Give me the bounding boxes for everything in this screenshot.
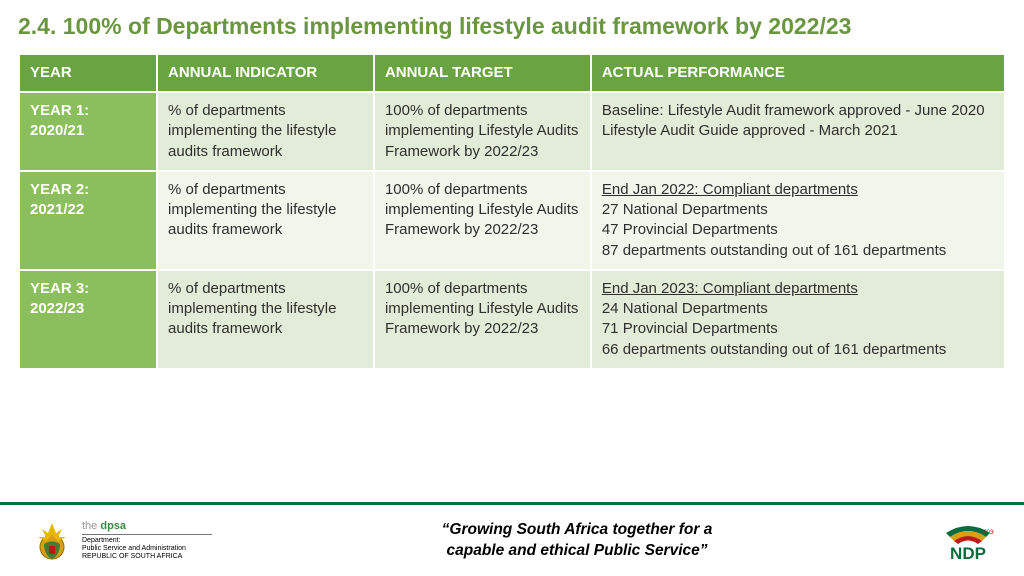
coat-of-arms-icon [30,519,74,563]
cell-performance: End Jan 2022: Compliant departments27 Na… [591,171,1005,270]
table-row: YEAR 3: 2022/23% of departments implemen… [19,270,1005,369]
cell-year: YEAR 2: 2021/22 [19,171,157,270]
footer-inner: the dpsa Department: Public Service and … [0,505,1024,576]
ndp-logo-icon: NDP 2030 [942,519,994,563]
dpsa-text: the dpsa Department: Public Service and … [82,520,212,562]
ndp-text: NDP [950,544,986,563]
slide: 2.4. 100% of Departments implementing li… [0,0,1024,576]
cell-performance: Baseline: Lifestyle Audit framework appr… [591,92,1005,171]
table-row: YEAR 1: 2020/21% of departments implemen… [19,92,1005,171]
dpsa-title: the dpsa [82,520,212,533]
footer-quote: “Growing South Africa together for a cap… [442,520,713,560]
cell-year: YEAR 1: 2020/21 [19,92,157,171]
header-indicator: ANNUAL INDICATOR [157,54,374,92]
header-performance: ACTUAL PERFORMANCE [591,54,1005,92]
slide-title: 2.4. 100% of Departments implementing li… [18,12,1006,41]
dpsa-divider [82,534,212,535]
cell-indicator: % of departments implementing the lifest… [157,270,374,369]
header-target: ANNUAL TARGET [374,54,591,92]
cell-performance: End Jan 2023: Compliant departments24 Na… [591,270,1005,369]
table-body: YEAR 1: 2020/21% of departments implemen… [19,92,1005,369]
cell-indicator: % of departments implementing the lifest… [157,92,374,171]
performance-table: YEAR ANNUAL INDICATOR ANNUAL TARGET ACTU… [18,53,1006,370]
cell-year: YEAR 3: 2022/23 [19,270,157,369]
cell-target: 100% of departments implementing Lifesty… [374,92,591,171]
footer: the dpsa Department: Public Service and … [0,502,1024,576]
cell-indicator: % of departments implementing the lifest… [157,171,374,270]
ndp-year: 2030 [983,530,994,536]
table-header-row: YEAR ANNUAL INDICATOR ANNUAL TARGET ACTU… [19,54,1005,92]
header-year: YEAR [19,54,157,92]
cell-target: 100% of departments implementing Lifesty… [374,270,591,369]
cell-target: 100% of departments implementing Lifesty… [374,171,591,270]
dpsa-logo-block: the dpsa Department: Public Service and … [30,519,212,563]
table-row: YEAR 2: 2021/22% of departments implemen… [19,171,1005,270]
